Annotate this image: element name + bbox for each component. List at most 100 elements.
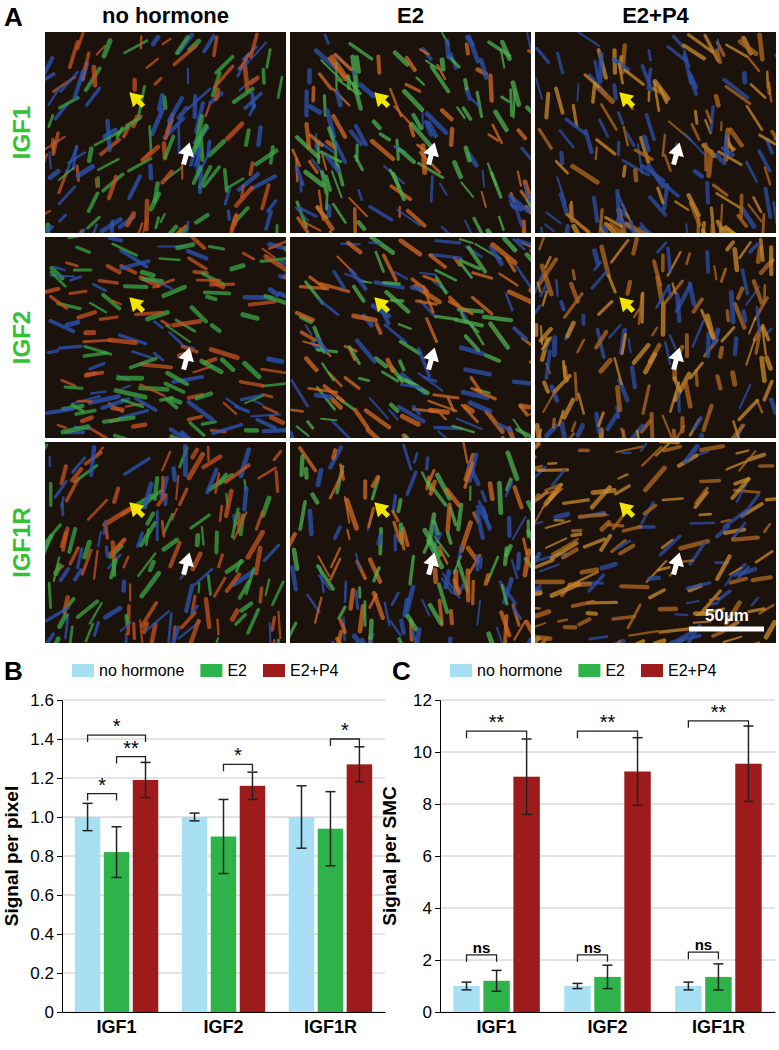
fiber xyxy=(579,33,599,46)
error-bar-cap xyxy=(112,877,122,879)
fiber xyxy=(113,301,121,305)
fiber xyxy=(650,414,655,438)
fiber xyxy=(724,80,747,98)
legend-label: E2 xyxy=(227,662,247,679)
tick-label: 10 xyxy=(413,743,432,762)
fiber xyxy=(733,538,758,540)
fiber xyxy=(219,555,223,567)
fiber xyxy=(562,423,566,438)
fiber xyxy=(258,420,275,428)
fiber xyxy=(261,70,265,84)
error-bar-cap xyxy=(743,801,753,803)
fiber xyxy=(348,243,360,252)
fiber xyxy=(675,613,687,616)
grid-line xyxy=(62,700,385,701)
fiber xyxy=(147,611,169,630)
legend-swatch xyxy=(72,664,94,677)
fiber xyxy=(94,67,95,85)
fiber xyxy=(686,447,697,462)
axis-line xyxy=(435,701,441,1013)
fiber xyxy=(335,527,340,538)
fiber xyxy=(531,362,532,367)
fiber xyxy=(253,176,275,188)
fiber xyxy=(763,215,764,233)
fiber xyxy=(663,416,674,438)
fiber xyxy=(677,285,690,311)
fiber xyxy=(87,88,100,105)
fiber xyxy=(691,521,714,524)
fiber xyxy=(121,582,126,591)
legend-swatch xyxy=(200,664,222,677)
fiber xyxy=(648,69,650,88)
fiber xyxy=(739,195,743,217)
fiber xyxy=(717,556,729,579)
fiber xyxy=(331,548,340,567)
fiber xyxy=(622,452,631,454)
error-bar-cap xyxy=(522,814,532,816)
fiber xyxy=(269,240,286,249)
fiber xyxy=(634,345,648,363)
fiber xyxy=(63,528,67,549)
fiber xyxy=(737,451,749,454)
fiber xyxy=(497,628,502,643)
fiber xyxy=(356,126,366,144)
fiber xyxy=(47,409,72,413)
fiber xyxy=(684,45,704,58)
error-bar-cap xyxy=(325,865,335,867)
fiber xyxy=(404,91,421,109)
fiber xyxy=(214,37,217,55)
fiber xyxy=(140,388,167,389)
fiber xyxy=(713,632,723,636)
fiber xyxy=(303,341,317,345)
fiber xyxy=(505,548,507,564)
tick: 12 xyxy=(413,691,440,710)
fiber xyxy=(304,91,308,115)
row-label: IGF1 xyxy=(8,106,35,159)
fiber xyxy=(278,77,282,97)
fiber xyxy=(537,425,541,438)
fiber xyxy=(182,613,195,627)
fiber xyxy=(48,351,57,353)
fiber xyxy=(188,89,210,109)
fiber xyxy=(629,631,657,635)
fiber xyxy=(337,93,340,105)
fiber xyxy=(51,297,67,309)
legend-item: no hormone xyxy=(450,662,562,679)
fiber xyxy=(772,132,776,141)
fiber xyxy=(250,163,252,174)
micrograph-bg xyxy=(45,237,286,438)
error-bar-stem xyxy=(330,792,332,866)
tick-label: 0 xyxy=(45,1003,54,1022)
fiber xyxy=(408,616,416,629)
fiber xyxy=(248,532,263,557)
fiber xyxy=(369,243,380,244)
legend-swatch xyxy=(578,664,600,677)
tick-mark xyxy=(57,817,62,818)
fiber xyxy=(768,79,772,102)
fiber xyxy=(294,550,297,569)
tick: IGF1R xyxy=(692,1012,745,1037)
fiber xyxy=(366,410,389,427)
fiber xyxy=(646,115,654,139)
axis-title: Signal per SMC xyxy=(379,786,400,926)
fiber xyxy=(321,419,336,420)
fiber xyxy=(325,35,328,43)
fiber xyxy=(535,502,546,527)
significance-label: ns xyxy=(695,936,713,953)
fiber xyxy=(580,226,603,233)
scale-bar xyxy=(689,627,764,632)
fiber xyxy=(360,378,369,380)
error-bar xyxy=(190,813,200,821)
fiber xyxy=(749,318,755,334)
fiber xyxy=(436,316,457,319)
annotations: ****** xyxy=(88,715,360,801)
legend: no hormoneE2E2+P4 xyxy=(72,662,339,679)
fiber xyxy=(132,624,136,639)
legend-label: E2 xyxy=(605,662,625,679)
error-bar-stem xyxy=(359,747,361,782)
fiber xyxy=(567,323,573,336)
fiber xyxy=(186,586,192,611)
fiber xyxy=(538,283,541,292)
tick-label: 6 xyxy=(423,847,432,866)
fiber xyxy=(717,40,720,50)
